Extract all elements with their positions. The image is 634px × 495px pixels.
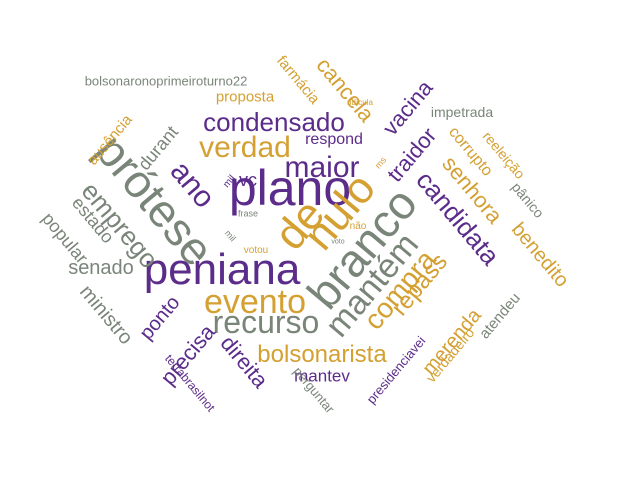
- word-cloud-term: condensado: [203, 107, 345, 137]
- word-cloud-term: ridícula: [347, 98, 373, 107]
- word-cloud-term: plano: [228, 160, 352, 216]
- word-cloud-term: votou: [243, 245, 269, 256]
- word-cloud-term: proposta: [215, 88, 275, 106]
- word-cloud-term: impetrada: [430, 104, 494, 120]
- word-cloud-term: voto: [331, 238, 345, 246]
- word-cloud-term: frase: [237, 208, 259, 219]
- word-cloud-term: senado: [68, 257, 134, 279]
- word-cloud-term: mil: [222, 228, 238, 244]
- word-cloud-term: evento: [203, 283, 307, 321]
- word-cloud-term: atendeu: [476, 289, 524, 343]
- word-cloud-term: mantev: [294, 366, 350, 386]
- word-cloud-term: farmácia: [272, 52, 324, 108]
- word-cloud-term: bolsonaronoprimeiroturno22: [84, 73, 248, 89]
- word-cloud-term: não: [349, 221, 367, 232]
- word-cloud-term: pânico: [508, 179, 548, 221]
- word-cloud-term: respond: [305, 131, 363, 148]
- word-cloud-term: ponto: [135, 291, 185, 345]
- word-cloud-term: ministro: [75, 281, 137, 349]
- word-cloud-term: vc: [239, 170, 257, 190]
- word-cloud-term: recurso: [212, 304, 320, 340]
- word-cloud-term: maior: [284, 151, 360, 184]
- word-cloud-term: peniana: [143, 245, 301, 294]
- word-cloud-term: benedito: [506, 218, 574, 292]
- word-cloud-term: bolsonarista: [257, 341, 387, 368]
- word-cloud-term: verdad: [199, 131, 291, 164]
